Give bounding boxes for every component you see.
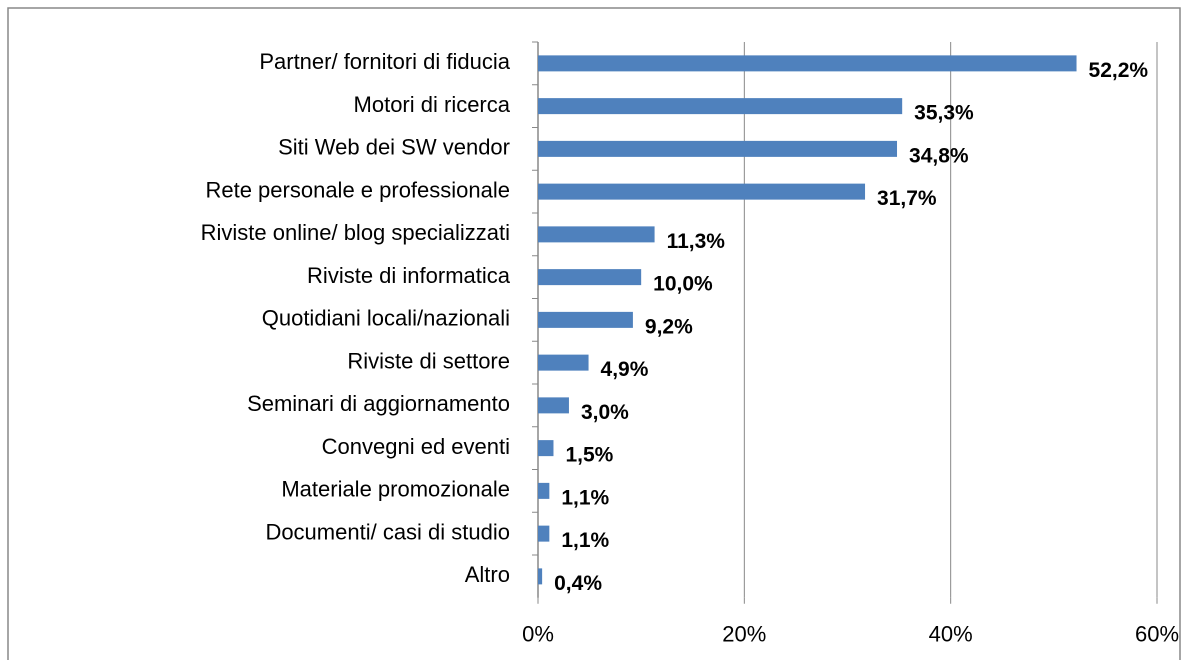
y-tick-label: Riviste online/ blog specializzati	[201, 220, 510, 245]
value-label: 11,3%	[667, 230, 726, 253]
y-tick-label: Rete personale e professionale	[205, 177, 510, 202]
y-tick-label: Altro	[465, 562, 510, 587]
bar	[538, 482, 550, 499]
value-label: 31,7%	[877, 187, 937, 210]
chart-frame	[7, 7, 1181, 660]
value-label: 4,9%	[601, 358, 649, 381]
y-tick-label: Seminari di aggiornamento	[247, 391, 510, 416]
value-label: 3,0%	[581, 401, 629, 424]
bar	[538, 397, 569, 414]
value-label: 1,5%	[565, 444, 613, 467]
bar	[538, 354, 589, 371]
bar	[538, 226, 655, 243]
bar	[538, 98, 903, 115]
y-tick-label: Siti Web dei SW vendor	[278, 135, 510, 160]
bar	[538, 55, 1077, 72]
bar	[538, 525, 550, 542]
value-label: 1,1%	[561, 529, 609, 552]
value-label: 9,2%	[645, 315, 693, 338]
y-tick-label: Motori di ricerca	[354, 92, 511, 117]
y-tick-label: Riviste di informatica	[307, 263, 511, 288]
y-tick-label: Partner/ fornitori di fiducia	[259, 49, 510, 74]
value-label: 52,2%	[1089, 59, 1149, 82]
y-tick-label: Materiale promozionale	[281, 477, 510, 502]
y-tick-label: Riviste di settore	[347, 348, 510, 373]
bar	[538, 140, 898, 157]
value-label: 1,1%	[561, 486, 609, 509]
bar	[538, 568, 543, 585]
value-label: 0,4%	[554, 572, 602, 595]
x-tick-label: 60%	[1135, 622, 1179, 647]
y-tick-label: Quotidiani locali/nazionali	[262, 306, 510, 331]
bar	[538, 183, 866, 200]
value-label: 10,0%	[653, 273, 713, 296]
x-tick-label: 0%	[522, 622, 554, 647]
value-label: 35,3%	[914, 102, 974, 125]
bar	[538, 440, 554, 457]
y-tick-label: Documenti/ casi di studio	[265, 519, 510, 544]
bar	[538, 269, 642, 286]
x-tick-label: 20%	[722, 622, 766, 647]
bar	[538, 311, 633, 328]
x-tick-label: 40%	[929, 622, 973, 647]
y-tick-label: Convegni ed eventi	[322, 434, 510, 459]
value-label: 34,8%	[909, 144, 969, 167]
